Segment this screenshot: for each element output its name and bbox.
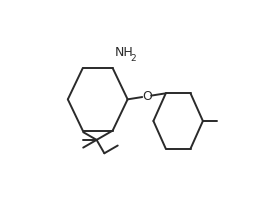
Text: NH: NH: [115, 46, 134, 59]
Text: O: O: [142, 90, 152, 103]
Text: 2: 2: [130, 54, 136, 62]
